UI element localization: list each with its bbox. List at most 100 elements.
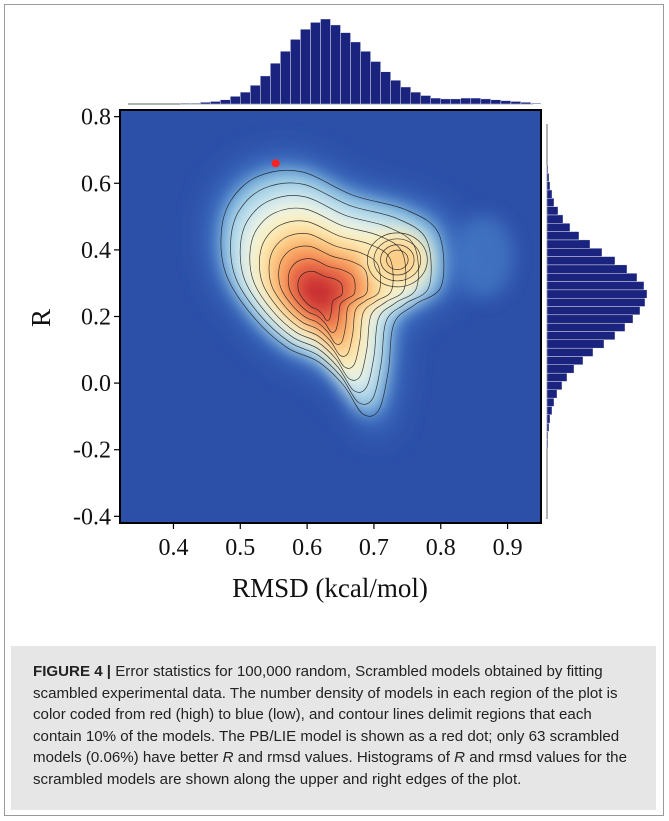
top-histogram-bar: [370, 61, 381, 105]
right-histogram-bar: [546, 439, 549, 449]
contour-2: [230, 182, 432, 405]
x-tick-label: 0.6: [292, 535, 322, 561]
right-histogram-bar: [546, 364, 575, 374]
contour-3: [239, 195, 419, 393]
top-histogram-bar: [400, 86, 411, 105]
top-histogram-bar: [520, 102, 532, 105]
y-axis-label: R: [26, 309, 56, 327]
y-tick-label: -0.2: [73, 438, 111, 464]
right-histogram-bar: [546, 372, 568, 382]
top-histogram-bar: [290, 39, 301, 105]
right-histogram: [546, 124, 648, 519]
y-tick-label: 0.6: [81, 171, 111, 197]
right-histogram-bar: [546, 198, 555, 207]
top-histogram-bar: [460, 97, 472, 105]
density-band-9: [301, 276, 338, 316]
x-tick-label: 0.7: [359, 535, 389, 561]
right-histogram-bar: [546, 289, 648, 299]
right-histogram-bar: [546, 206, 559, 216]
right-histogram-bar: [546, 397, 555, 407]
y-tick-label: 0.2: [81, 305, 111, 331]
right-histogram-bar: [546, 239, 591, 249]
right-histogram-bar: [546, 322, 626, 332]
density-plot: 0.4 0.5 0.6 0.7 0.8 0.9 0.8 0.6 0.4 0.2 0.0 -0.2 -0.…: [26, 18, 648, 603]
right-histogram-bar: [546, 264, 628, 274]
contour-5: [259, 220, 394, 369]
top-histogram-bar: [480, 98, 492, 105]
top-histogram-bar: [380, 71, 391, 105]
y-tick-label: 0.8: [81, 105, 111, 131]
top-histogram-bar: [320, 18, 331, 105]
pb-lie-model-point: [271, 159, 280, 168]
right-histogram-bar: [546, 406, 553, 415]
top-histogram-bar: [260, 75, 271, 105]
right-histogram-bar: [546, 331, 616, 341]
caption-text-3: and rmsd values for the scrambled models…: [33, 749, 627, 788]
right-histogram-bar: [546, 231, 580, 241]
right-histogram-bar: [546, 214, 564, 224]
top-histogram-bar: [510, 101, 522, 105]
right-histogram-bar: [546, 281, 645, 291]
top-histogram-bar: [530, 102, 542, 105]
secondary-contour-2: [373, 238, 422, 282]
secondary-contour-1: [366, 232, 428, 288]
right-histogram-bar: [546, 414, 551, 424]
right-histogram-bar: [546, 314, 634, 324]
top-histogram-bar: [420, 95, 431, 105]
right-histogram-bar: [546, 223, 571, 232]
secondary-contour-3: [380, 244, 415, 276]
right-histogram-bar: [546, 164, 549, 174]
top-histogram-bar: [360, 51, 371, 105]
right-histogram-bar: [546, 173, 550, 182]
density-core: [227, 179, 435, 408]
top-histogram-bar: [230, 96, 241, 105]
x-tick-label: 0.9: [493, 535, 523, 561]
top-histogram-bar: [330, 24, 341, 105]
top-histogram-bar: [500, 100, 512, 105]
top-histogram-bar: [199, 102, 211, 105]
caption-text-1: Error statistics for 100,000 random, Scr…: [33, 663, 620, 767]
right-histogram-bar: [546, 306, 641, 316]
y-tick-label: 0.4: [81, 238, 111, 264]
secondary-contour-4: [386, 249, 409, 270]
right-histogram-bar: [546, 422, 550, 432]
top-histogram-bar: [270, 63, 281, 105]
caption-label: FIGURE 4 |: [33, 663, 112, 680]
top-histogram-bar: [280, 51, 291, 105]
top-histogram: [128, 18, 542, 105]
figure-caption: FIGURE 4 | Error statistics for 100,000 …: [11, 646, 656, 810]
top-histogram-bar: [310, 22, 321, 105]
right-histogram-bar: [546, 381, 563, 390]
x-axis-label: RMSD (kcal/mol): [232, 573, 428, 603]
x-tick-label: 0.8: [426, 535, 456, 561]
top-histogram-bar: [490, 99, 502, 105]
right-histogram-bar: [546, 389, 558, 399]
top-histogram-bar: [440, 98, 451, 105]
y-tick-label: 0.0: [81, 371, 111, 397]
contour-4: [249, 207, 407, 381]
contour-6: [268, 233, 381, 357]
top-histogram-bar: [390, 79, 401, 105]
right-histogram-bar: [546, 189, 553, 199]
contour-lines: [220, 169, 445, 417]
caption-r-symbol-2: R: [454, 749, 466, 767]
density-peak-far: [454, 214, 515, 299]
right-histogram-bar: [546, 347, 594, 357]
top-histogram-bar: [350, 41, 361, 105]
y-tick-label: -0.4: [73, 504, 111, 530]
contour-9: [297, 270, 343, 321]
right-histogram-bar: [546, 181, 551, 191]
top-histogram-bar: [210, 101, 221, 105]
top-histogram-bar: [220, 99, 231, 105]
right-histogram-bar: [546, 297, 646, 307]
right-histogram-bar: [546, 356, 584, 365]
axes: 0.4 0.5 0.6 0.7 0.8 0.9 0.8 0.6 0.4 0.2 0.0 -0.2 -0.…: [73, 105, 542, 561]
top-histogram-bar: [240, 91, 251, 105]
top-histogram-bar: [189, 102, 201, 105]
contour-1: [220, 169, 445, 417]
x-tick-label: 0.5: [225, 535, 255, 561]
top-histogram-bar: [179, 102, 191, 105]
top-histogram-bar: [470, 97, 482, 105]
contour-8: [287, 258, 356, 333]
right-histogram-bar: [546, 431, 549, 440]
